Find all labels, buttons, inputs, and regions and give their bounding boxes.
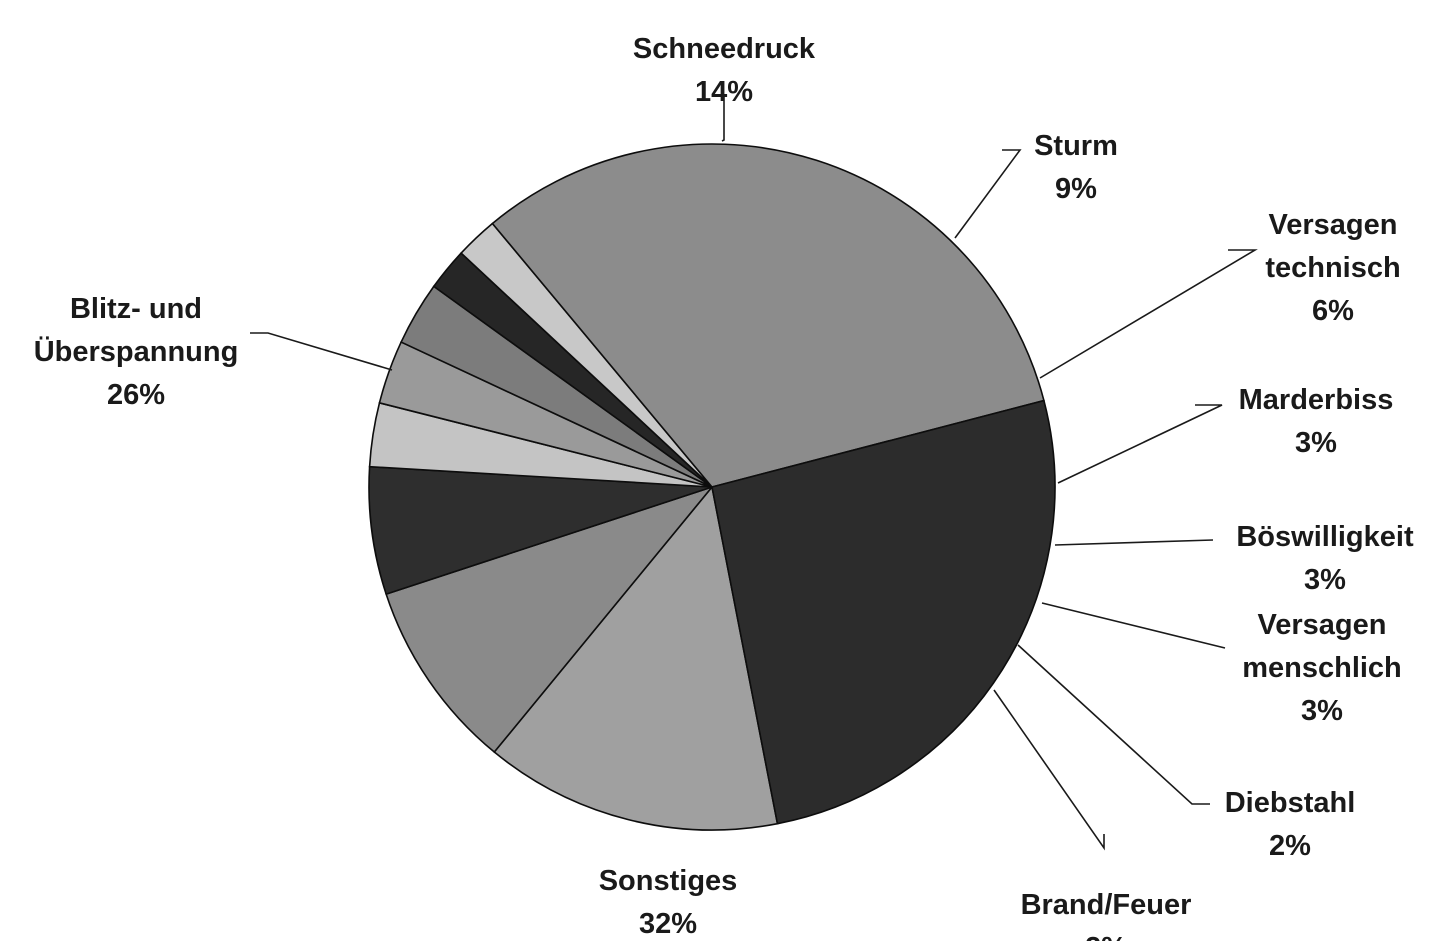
labels-layer: Schneedruck 14% Sturm 9% Versagen technisch 6%… (34, 33, 1414, 941)
leader-line-boeswilligkeit (1054, 539, 1214, 546)
leader-line-schneedruck (721, 95, 725, 142)
slice-label-versagen-menschlich: Versagen menschlich 3% (1242, 609, 1402, 727)
slice-percent-label: 3% (1301, 695, 1343, 727)
slice-name-label: Böswilligkeit (1236, 521, 1414, 553)
slice-name-label: Diebstahl (1225, 787, 1356, 819)
slices-layer (368, 143, 1056, 831)
slice-label-schneedruck: Schneedruck 14% (633, 33, 816, 108)
slice-name-label: Blitz- und (70, 293, 202, 325)
slice-name-label: Brand/Feuer (1021, 889, 1192, 921)
slice-name-label: Schneedruck (633, 33, 816, 65)
slice-percent-label: 2% (1085, 932, 1127, 941)
slice-label-sonstiges: Sonstiges 32% (599, 865, 738, 940)
slice-percent-label: 32% (639, 908, 697, 940)
slice-name-label: Versagen (1269, 209, 1398, 241)
leader-line-versagen-menschlich (1041, 602, 1226, 649)
pie-slice-schneedruck (493, 485, 779, 831)
slice-percent-label: 9% (1055, 173, 1097, 205)
leader-line-marderbiss (1057, 404, 1223, 484)
slice-name-label: Versagen (1258, 609, 1387, 641)
slice-percent-label: 3% (1304, 564, 1346, 596)
slice-name-label: Sonstiges (599, 865, 738, 897)
leader-line-blitz-und-ueberspannung (250, 332, 393, 371)
leader-line-sturm (954, 149, 1022, 239)
leader-line-brand-feuer (993, 689, 1105, 851)
slice-name-label: Sturm (1034, 130, 1118, 162)
pie-slice-sturm (385, 485, 715, 754)
pie-slice-versagen-technisch (368, 465, 713, 596)
slice-label-diebstahl: Diebstahl 2% (1225, 787, 1356, 862)
slice-name-label: Marderbiss (1239, 384, 1394, 416)
leader-line-versagen-technisch (1039, 249, 1258, 379)
leader-line-diebstahl (1017, 644, 1210, 805)
slice-percent-label: 3% (1295, 427, 1337, 459)
pie-slice-sonstiges (491, 143, 1045, 488)
slice-name-label: technisch (1265, 252, 1400, 284)
slice-name-label: Überspannung (34, 335, 239, 368)
pie-slice-blitz-und-ueberspannung (711, 399, 1056, 825)
slice-label-blitz-und-ueberspannung: Blitz- und Überspannung 26% (34, 293, 239, 411)
slice-label-sturm: Sturm 9% (1034, 130, 1118, 205)
slice-label-boeswilligkeit: Böswilligkeit 3% (1236, 521, 1414, 596)
slice-name-label: menschlich (1242, 652, 1402, 684)
slice-percent-label: 14% (695, 76, 753, 108)
slice-label-brand-feuer: Brand/Feuer 2% (1021, 889, 1192, 941)
slice-label-versagen-technisch: Versagen technisch 6% (1265, 209, 1400, 327)
slice-percent-label: 26% (107, 379, 165, 411)
slice-percent-label: 2% (1269, 830, 1311, 862)
leader-lines-layer (250, 95, 1258, 851)
slice-label-marderbiss: Marderbiss 3% (1239, 384, 1394, 459)
slice-percent-label: 6% (1312, 295, 1354, 327)
